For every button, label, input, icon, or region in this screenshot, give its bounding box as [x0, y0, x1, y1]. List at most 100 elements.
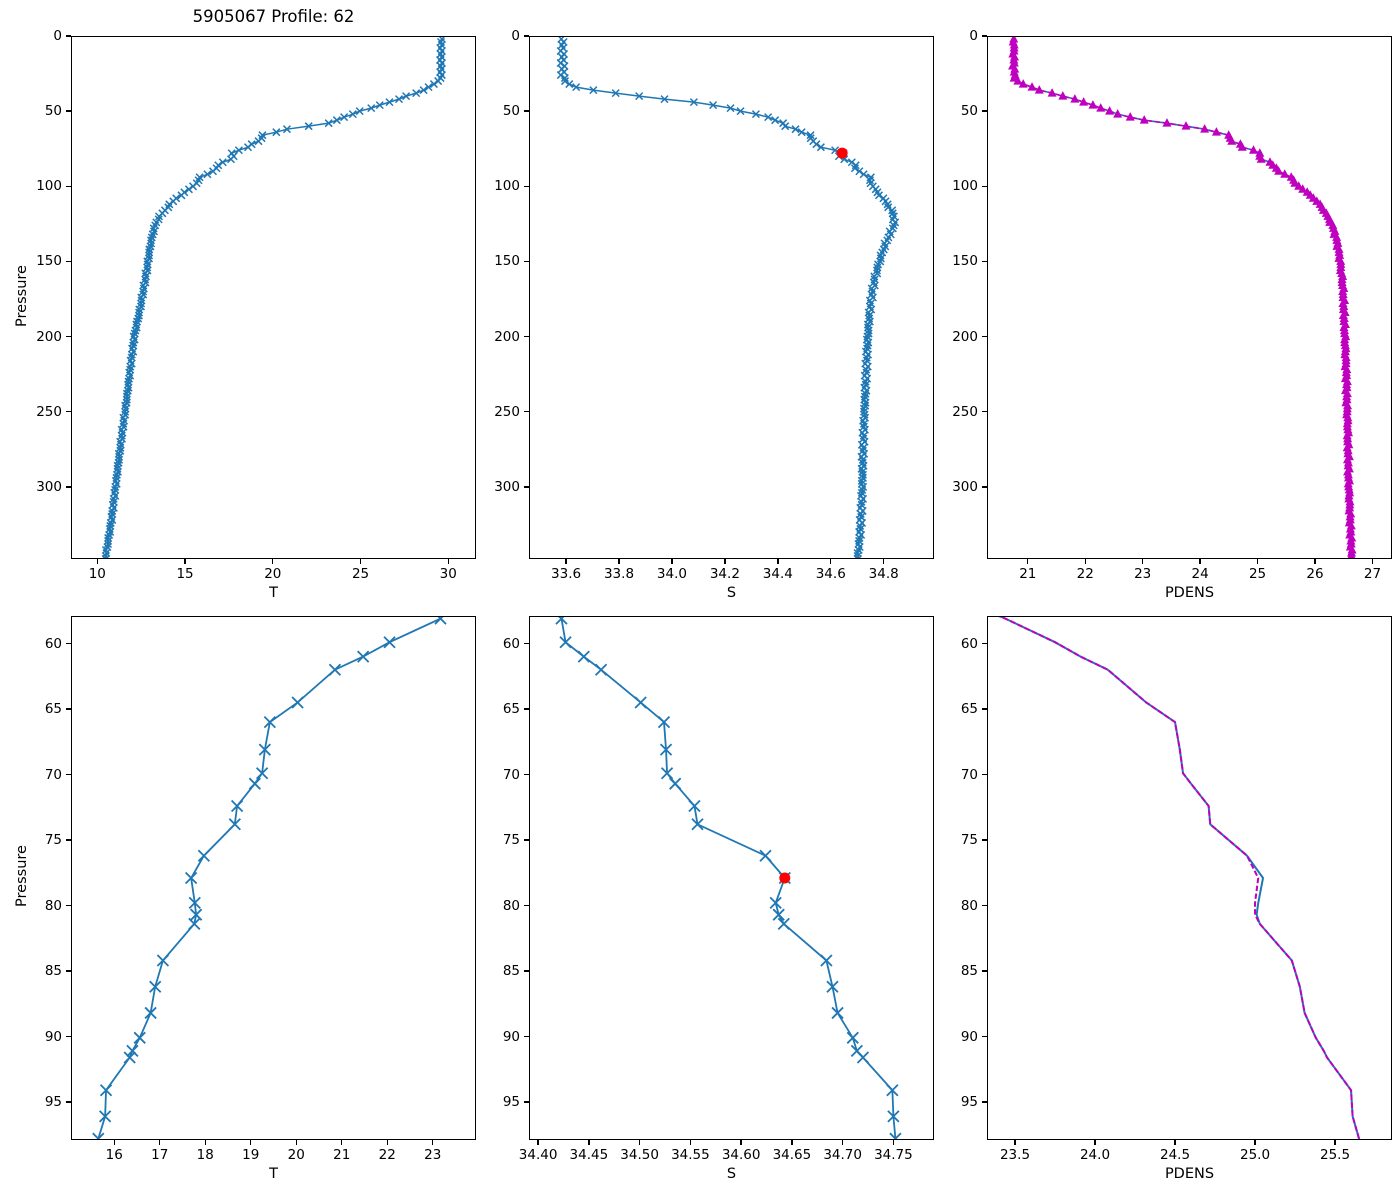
y-tick-mark: [66, 185, 71, 187]
y-tick-mark: [982, 839, 987, 841]
y-tick-mark: [66, 839, 71, 841]
subplot-pdens-full: [987, 36, 1392, 559]
x-tick-mark: [671, 559, 673, 564]
y-tick-mark: [524, 1035, 529, 1038]
x-tick-mark: [113, 1140, 115, 1145]
y-tick-label: 70: [44, 766, 62, 783]
y-tick-label: 250: [494, 403, 520, 420]
x-axis-label-pdens-top: PDENS: [1164, 585, 1215, 601]
x-tick-mark: [892, 1140, 895, 1145]
x-tick-label: 24.5: [1159, 1147, 1191, 1163]
y-tick-label: 100: [36, 178, 62, 195]
x-tick-mark: [841, 1140, 844, 1145]
x-tick-mark: [159, 1140, 161, 1145]
x-tick-label: 34.6: [815, 566, 846, 582]
y-tick-label: 85: [502, 963, 520, 979]
y-tick-label: 95: [960, 1094, 978, 1110]
y-tick-label: 60: [502, 635, 520, 652]
x-tick-mark: [740, 1140, 742, 1145]
y-tick-mark: [524, 970, 529, 972]
y-tick-label: 100: [952, 178, 978, 195]
x-axis-label-t-top: T: [269, 585, 278, 601]
x-tick-label: 20: [264, 566, 282, 582]
x-tick-label: 23: [1134, 566, 1152, 582]
y-tick-mark: [982, 335, 987, 338]
x-tick-mark: [1141, 559, 1144, 564]
y-tick-label: 65: [960, 701, 978, 717]
y-tick-mark: [524, 110, 529, 112]
x-axis-label-s-zoom: S: [726, 1166, 737, 1182]
x-tick-mark: [1371, 559, 1374, 564]
y-tick-label: 85: [960, 963, 978, 979]
x-tick-label: 25.5: [1320, 1147, 1351, 1163]
y-tick-label: 300: [952, 478, 978, 495]
y-tick-mark: [982, 110, 987, 112]
x-tick-mark: [883, 559, 885, 564]
y-tick-mark: [66, 1101, 71, 1103]
x-tick-label: 17: [151, 1147, 169, 1163]
y-tick-label: 85: [44, 963, 62, 979]
y-tick-label: 70: [502, 766, 520, 783]
x-tick-mark: [588, 1140, 590, 1145]
y-tick-label: 0: [53, 28, 62, 44]
x-tick-mark: [791, 1140, 793, 1145]
y-tick-mark: [66, 1035, 71, 1038]
salinity-profile-canvas: [529, 36, 934, 559]
y-tick-mark: [982, 486, 987, 488]
x-tick-label: 33.6: [551, 566, 582, 582]
x-tick-mark: [1084, 559, 1086, 564]
x-tick-label: 23: [424, 1147, 442, 1163]
x-tick-mark: [1254, 1140, 1256, 1145]
x-tick-label: 34.75: [874, 1147, 913, 1163]
x-tick-label: 34.8: [868, 566, 899, 582]
x-tick-label: 15: [176, 566, 194, 582]
x-tick-mark: [618, 559, 620, 564]
x-tick-label: 20: [287, 1147, 305, 1163]
y-tick-mark: [982, 642, 987, 645]
y-tick-mark: [982, 411, 987, 413]
y-tick-label: 300: [494, 478, 520, 495]
x-tick-label: 24.0: [1079, 1147, 1111, 1163]
y-tick-mark: [524, 260, 529, 263]
y-tick-label: 200: [36, 328, 62, 345]
y-tick-mark: [524, 185, 529, 187]
y-tick-label: 90: [44, 1028, 62, 1045]
y-tick-mark: [524, 708, 529, 710]
x-tick-label: 34.60: [721, 1147, 761, 1163]
y-tick-label: 0: [969, 28, 978, 44]
y-tick-label: 150: [952, 253, 978, 270]
x-tick-label: 25: [351, 566, 370, 582]
y-tick-mark: [982, 1035, 987, 1038]
y-tick-label: 250: [952, 403, 978, 420]
y-tick-mark: [66, 260, 71, 263]
x-tick-mark: [1174, 1140, 1176, 1145]
x-tick-label: 25.0: [1239, 1147, 1271, 1163]
x-tick-mark: [295, 1140, 297, 1145]
x-tick-mark: [386, 1140, 388, 1145]
y-tick-mark: [982, 185, 987, 187]
x-tick-label: 34.2: [709, 566, 740, 582]
subplot-salinity-zoom: [529, 616, 934, 1140]
x-tick-mark: [537, 1140, 539, 1145]
y-tick-mark: [66, 773, 71, 776]
x-tick-mark: [830, 559, 832, 564]
x-tick-mark: [777, 559, 779, 564]
x-tick-mark: [724, 559, 726, 564]
y-tick-mark: [66, 335, 71, 338]
y-tick-mark: [66, 486, 71, 488]
x-tick-label: 34.50: [620, 1147, 659, 1163]
y-tick-label: 65: [44, 701, 62, 717]
x-tick-label: 10: [88, 566, 106, 582]
y-tick-mark: [524, 335, 529, 338]
y-tick-label: 150: [494, 253, 520, 270]
y-tick-label: 150: [36, 253, 62, 270]
y-tick-label: 65: [502, 701, 520, 717]
x-tick-mark: [1027, 559, 1029, 564]
y-tick-label: 60: [44, 635, 62, 652]
y-tick-label: 100: [494, 178, 520, 195]
y-tick-mark: [66, 904, 71, 907]
y-tick-label: 80: [960, 897, 978, 914]
x-tick-mark: [432, 1140, 434, 1145]
x-tick-label: 33.8: [603, 566, 635, 582]
y-tick-label: 75: [44, 832, 62, 848]
